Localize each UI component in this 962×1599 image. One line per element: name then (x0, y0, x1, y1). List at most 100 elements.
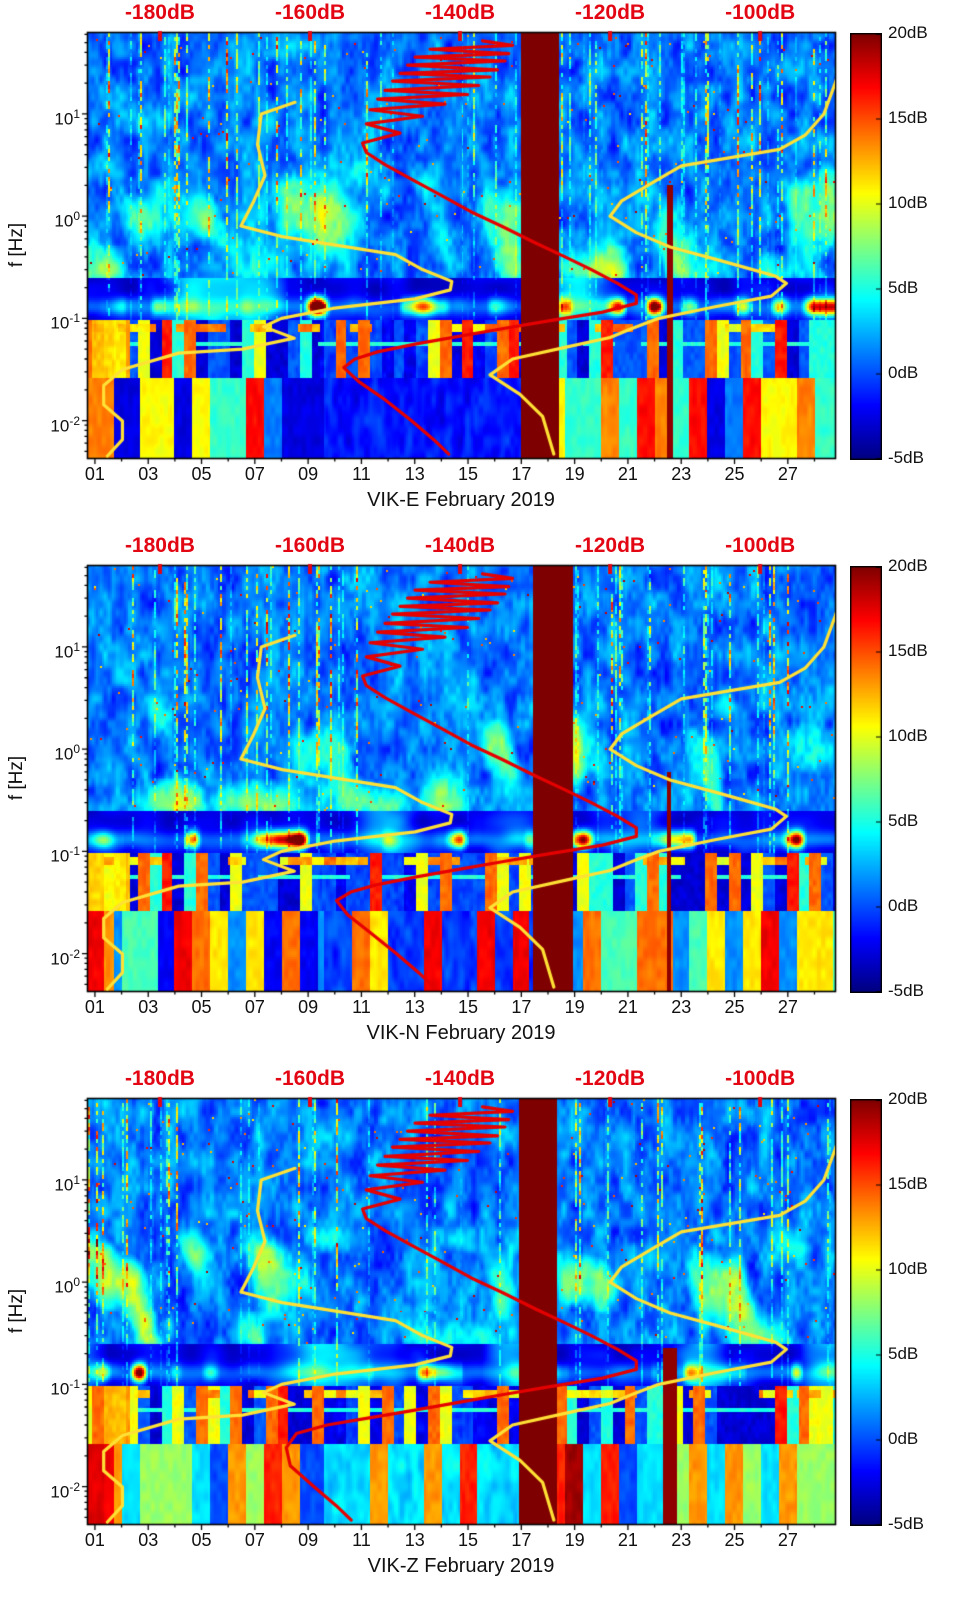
y-tick-label: 101 (54, 1172, 80, 1195)
colorbar-tick-label: -5dB (888, 1514, 924, 1533)
y-tick-label: 10-1 (50, 844, 80, 866)
x-tick-label: 27 (777, 464, 798, 484)
x-tick-label: 11 (352, 464, 371, 484)
colorbar-tick-label: 15dB (888, 108, 928, 127)
spectrogram-canvas (80, 1091, 843, 1532)
colorbar-tick-label: 20dB (888, 556, 928, 575)
y-tick-labels: 101 100 10-1 10-2 (0, 1099, 84, 1524)
top-db-label: -160dB (274, 534, 345, 557)
colorbar-canvas (850, 1099, 882, 1526)
colorbar-tick-label: 10dB (888, 1259, 928, 1278)
top-db-axis: -180dB -160dB -140dB -120dB -100dB (0, 1067, 962, 1095)
x-tick-label: 23 (671, 997, 692, 1017)
spectrogram-panel: -180dB -160dB -140dB -120dB -100dB f [Hz] 10… (0, 0, 962, 533)
x-tick-label: 13 (404, 464, 425, 484)
panel-title: VIK-N February 2019 (366, 1022, 556, 1044)
y-tick-labels: 101 100 10-1 10-2 (0, 566, 84, 991)
top-db-label: -100dB (725, 1067, 796, 1090)
top-db-label: -180dB (124, 1, 195, 24)
x-tick-label: 15 (458, 1530, 479, 1550)
colorbar-canvas (850, 33, 882, 460)
x-tick-label: 21 (617, 997, 638, 1017)
colorbar-tick-label: 0dB (888, 896, 919, 915)
colorbar-tick-labels: 20dB 15dB 10dB 5dB 0dB -5dB (888, 23, 960, 467)
x-tick-label: 13 (404, 1530, 425, 1550)
x-tick-label: 09 (298, 997, 319, 1017)
x-tick-labels: 01 03 05 07 09 11 13 15 17 19 21 23 25 27 (0, 1530, 962, 1554)
x-tick-label: 01 (84, 1530, 105, 1550)
panel-title: VIK-E February 2019 (367, 489, 555, 511)
x-tick-label: 07 (244, 1530, 265, 1550)
x-tick-label: 19 (564, 997, 585, 1017)
spectrogram-panel: -180dB -160dB -140dB -120dB -100dB f [Hz] 10… (0, 533, 962, 1066)
x-tick-label: 17 (511, 997, 532, 1017)
x-tick-label: 09 (298, 1530, 319, 1550)
x-tick-label: 11 (352, 997, 371, 1017)
x-tick-label: 19 (564, 1530, 585, 1550)
top-db-label: -180dB (124, 1067, 195, 1090)
colorbar-tick-label: 5dB (888, 811, 919, 830)
top-db-axis: -180dB -160dB -140dB -120dB -100dB (0, 1, 962, 29)
top-db-label: -140dB (425, 1, 496, 24)
colorbar-tick-label: 10dB (888, 193, 928, 212)
x-tick-label: 25 (724, 464, 745, 484)
y-tick-label: 101 (54, 106, 80, 129)
x-tick-label: 11 (352, 1530, 371, 1550)
x-tick-label: 05 (191, 1530, 212, 1550)
x-tick-label: 01 (84, 464, 105, 484)
x-tick-labels: 01 03 05 07 09 11 13 15 17 19 21 23 25 27 (0, 997, 962, 1021)
x-tick-label: 07 (244, 464, 265, 484)
spectrogram-panel: -180dB -160dB -140dB -120dB -100dB f [Hz] 10… (0, 1066, 962, 1599)
spectrogram-canvas (80, 558, 843, 999)
top-db-label: -100dB (725, 534, 796, 557)
y-tick-label: 10-2 (50, 1479, 80, 1502)
x-tick-label: 03 (138, 997, 159, 1017)
x-tick-label: 15 (458, 997, 479, 1017)
top-db-label: -160dB (274, 1067, 345, 1090)
x-tick-label: 23 (671, 464, 692, 484)
top-db-label: -120dB (575, 534, 646, 557)
x-tick-label: 15 (458, 464, 479, 484)
x-tick-label: 23 (671, 1530, 692, 1550)
x-tick-label: 13 (404, 997, 425, 1017)
x-tick-label: 07 (244, 997, 265, 1017)
panel-title: VIK-Z February 2019 (367, 1555, 555, 1577)
x-tick-label: 17 (511, 464, 532, 484)
x-tick-label: 01 (84, 997, 105, 1017)
x-tick-label: 03 (138, 464, 159, 484)
colorbar-canvas (850, 566, 882, 993)
colorbar-tick-label: 20dB (888, 23, 928, 42)
x-tick-label: 21 (617, 464, 638, 484)
colorbar-tick-label: 15dB (888, 641, 928, 660)
top-db-label: -120dB (575, 1, 646, 24)
y-tick-labels: 101 100 10-1 10-2 (0, 33, 84, 458)
x-tick-label: 05 (191, 997, 212, 1017)
spectrogram-canvas (80, 25, 843, 466)
colorbar-tick-label: 15dB (888, 1174, 928, 1193)
colorbar-tick-labels: 20dB 15dB 10dB 5dB 0dB -5dB (888, 1089, 960, 1533)
colorbar-tick-labels: 20dB 15dB 10dB 5dB 0dB -5dB (888, 556, 960, 1000)
x-tick-label: 09 (298, 464, 319, 484)
x-tick-label: 25 (724, 1530, 745, 1550)
y-tick-label: 10-2 (50, 946, 80, 969)
y-tick-label: 10-2 (50, 413, 80, 436)
top-db-label: -160dB (274, 1, 345, 24)
colorbar-tick-label: 5dB (888, 1344, 919, 1363)
top-db-label: -180dB (124, 534, 195, 557)
top-db-axis: -180dB -160dB -140dB -120dB -100dB (0, 534, 962, 562)
colorbar-tick-label: 20dB (888, 1089, 928, 1108)
x-tick-label: 25 (724, 997, 745, 1017)
x-tick-label: 05 (191, 464, 212, 484)
colorbar-tick-label: -5dB (888, 448, 924, 467)
top-db-label: -140dB (425, 534, 496, 557)
y-tick-label: 101 (54, 639, 80, 662)
colorbar-tick-label: 10dB (888, 726, 928, 745)
y-tick-label: 100 (54, 209, 80, 231)
x-tick-label: 27 (777, 1530, 798, 1550)
x-tick-label: 21 (617, 1530, 638, 1550)
x-tick-label: 19 (564, 464, 585, 484)
x-tick-labels: 01 03 05 07 09 11 13 15 17 19 21 23 25 27 (0, 464, 962, 488)
colorbar-tick-label: 0dB (888, 1429, 919, 1448)
x-tick-label: 27 (777, 997, 798, 1017)
